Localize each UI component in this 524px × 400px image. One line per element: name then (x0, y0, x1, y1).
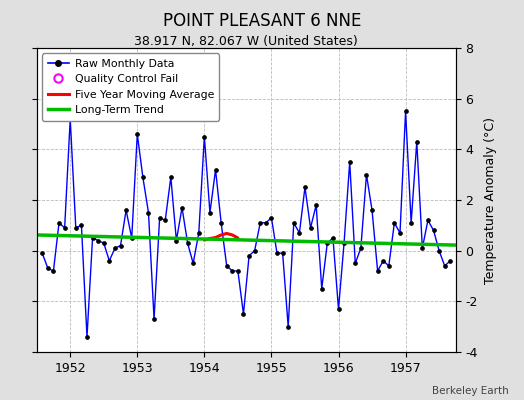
Legend: Raw Monthly Data, Quality Control Fail, Five Year Moving Average, Long-Term Tren: Raw Monthly Data, Quality Control Fail, … (42, 54, 220, 120)
Y-axis label: Temperature Anomaly (°C): Temperature Anomaly (°C) (484, 116, 497, 284)
Text: POINT PLEASANT 6 NNE: POINT PLEASANT 6 NNE (163, 12, 361, 30)
Title: 38.917 N, 82.067 W (United States): 38.917 N, 82.067 W (United States) (134, 35, 358, 48)
Text: Berkeley Earth: Berkeley Earth (432, 386, 508, 396)
